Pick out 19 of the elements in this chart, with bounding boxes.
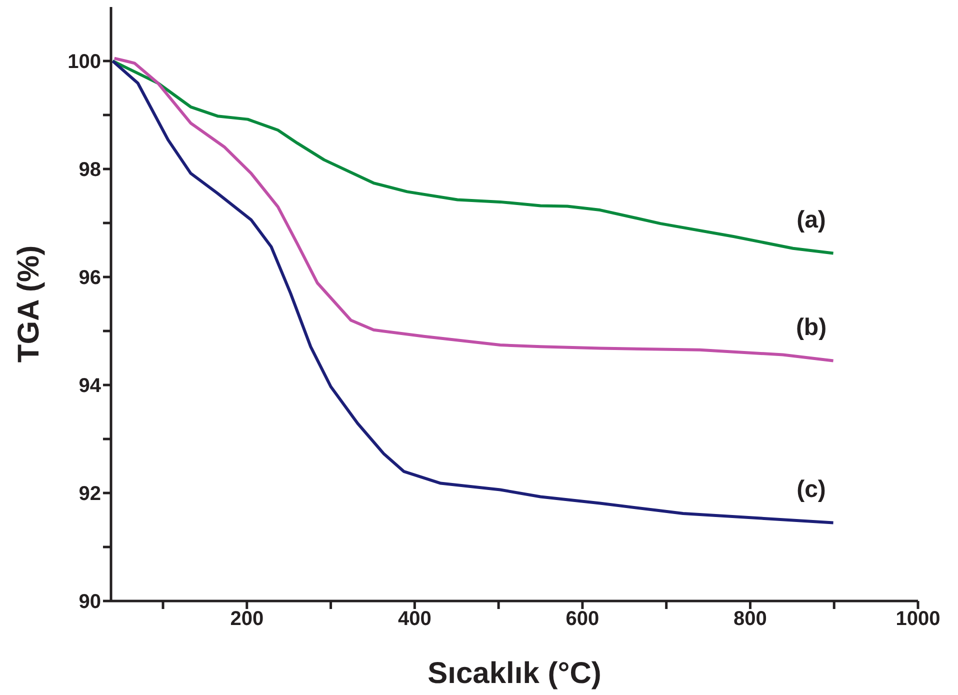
series-label: (c) bbox=[796, 476, 826, 504]
y-tick-label: 92 bbox=[78, 483, 101, 506]
y-axis-title: TGA (%) bbox=[12, 245, 46, 363]
series-label: (a) bbox=[796, 206, 826, 234]
x-tick-label: 400 bbox=[398, 608, 432, 630]
x-tick-label: 1000 bbox=[896, 608, 940, 630]
line-series bbox=[112, 56, 835, 362]
x-tick-label: 800 bbox=[734, 608, 767, 630]
y-tick-label: 98 bbox=[78, 159, 101, 182]
y-tick-label: 94 bbox=[78, 375, 102, 398]
y-tick-label: 100 bbox=[68, 51, 101, 74]
x-tick-label: 200 bbox=[230, 608, 264, 630]
x-axis-title: Sıcaklık (°C) bbox=[428, 657, 602, 690]
line-series bbox=[111, 60, 835, 255]
x-tick-label: 600 bbox=[566, 608, 600, 630]
y-tick-label: 90 bbox=[78, 591, 101, 614]
line-series bbox=[111, 60, 835, 524]
y-tick-label: 96 bbox=[78, 267, 101, 290]
series-label: (b) bbox=[796, 314, 827, 342]
